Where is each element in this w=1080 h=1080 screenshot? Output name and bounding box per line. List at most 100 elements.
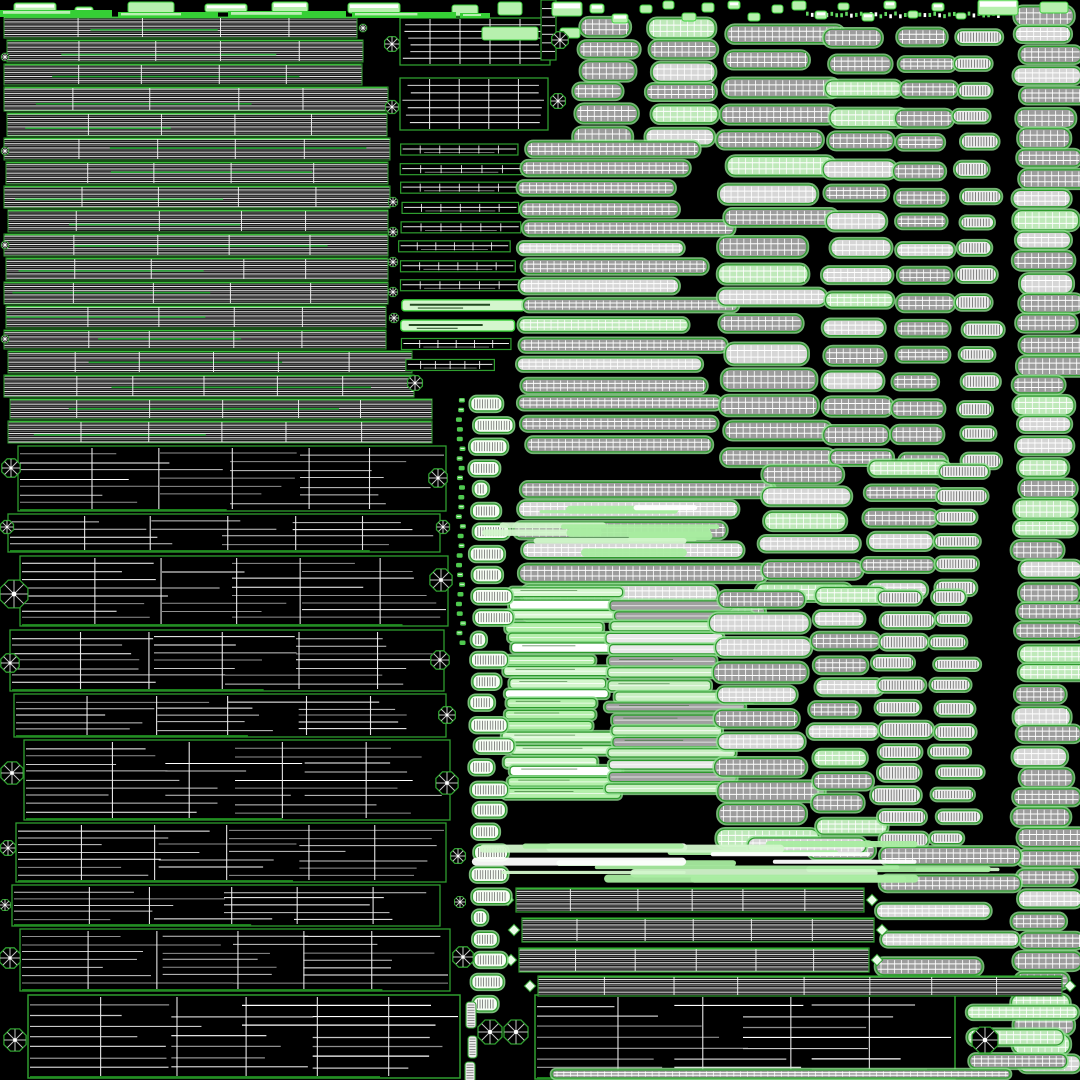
plank-island — [1011, 393, 1077, 418]
plank-island — [722, 207, 841, 228]
plank-island — [959, 187, 1004, 206]
plank-island — [1009, 805, 1073, 829]
plank-island — [894, 292, 957, 314]
star-wheel-island — [551, 31, 569, 49]
plank-island — [960, 320, 1006, 339]
plank-island — [955, 238, 994, 257]
capsule-island — [468, 394, 505, 414]
capsule-island — [469, 630, 489, 649]
fragment-island — [464, 1061, 476, 1080]
grid-block-island — [399, 17, 551, 66]
blob-island — [771, 4, 784, 14]
plank-island — [956, 81, 994, 100]
plank-island — [507, 763, 625, 778]
plank-island — [933, 699, 977, 718]
plank-island — [1017, 271, 1076, 296]
plank-island — [928, 676, 973, 693]
plank-island — [518, 199, 681, 219]
plank-island — [610, 735, 733, 750]
blob-island — [681, 12, 697, 22]
plank-island — [932, 533, 982, 550]
star-wheel-island — [406, 374, 424, 392]
plank-island — [713, 636, 814, 659]
plank-island — [722, 419, 834, 442]
star-wheel-island — [429, 568, 453, 592]
blob-island — [727, 0, 741, 10]
plank-island — [953, 293, 994, 312]
plank-island — [716, 802, 809, 826]
thin-strip-island — [400, 181, 519, 194]
plank-island — [549, 1067, 1013, 1080]
star-wheel-island — [454, 896, 466, 908]
thin-strip-island — [401, 201, 520, 215]
plank-island — [896, 55, 958, 74]
capsule-island — [467, 693, 497, 712]
plank-island — [814, 816, 890, 837]
plank-island — [1017, 766, 1076, 790]
plank-island — [933, 508, 979, 526]
plank-island — [606, 758, 729, 772]
dense-band-island — [3, 374, 415, 398]
star-wheel-island — [0, 146, 10, 156]
plank-island — [762, 510, 849, 533]
star-wheel-island — [0, 579, 29, 609]
plank-island — [505, 775, 614, 789]
blob-island — [791, 0, 807, 11]
plank-island — [1009, 911, 1069, 932]
wide-strip-islands — [501, 887, 1077, 997]
plank-island — [1017, 44, 1080, 66]
plank-island — [964, 1003, 1080, 1022]
dense-band-island — [3, 281, 389, 305]
star-wheel-island — [0, 334, 10, 344]
dense-band-island — [5, 305, 387, 329]
plank-island — [715, 286, 829, 308]
blob-island — [127, 1, 175, 14]
plank-island — [502, 708, 598, 722]
plank-island — [606, 654, 719, 669]
star-wheel-island — [0, 839, 17, 857]
plank-island — [894, 345, 952, 364]
dense-band-island — [7, 350, 413, 374]
plank-island — [1016, 456, 1071, 479]
plank-island — [719, 367, 819, 392]
thin-strip-island — [399, 163, 524, 176]
plank-island — [952, 55, 994, 72]
plank-island — [646, 16, 718, 41]
blob-island — [701, 2, 715, 13]
plank-island — [1017, 292, 1080, 315]
plank-island — [959, 425, 998, 442]
star-wheel-island — [435, 519, 451, 535]
plank-island — [723, 341, 811, 367]
plank-island — [958, 214, 996, 231]
plank-island — [520, 219, 737, 238]
plank-island — [503, 653, 598, 668]
plank-island — [934, 808, 984, 826]
plank-island — [927, 743, 973, 760]
plank-island — [504, 696, 599, 710]
plank-island — [954, 28, 1005, 46]
plank-island — [756, 534, 862, 554]
plank-island — [509, 640, 621, 655]
star-wheel-island — [387, 196, 399, 208]
plank-island — [515, 179, 677, 197]
mid-strip-islands — [398, 143, 526, 372]
wide-strip-island — [523, 975, 1077, 997]
plank-island — [878, 610, 937, 631]
plank-block-island — [19, 555, 449, 627]
plank-island — [1017, 930, 1080, 951]
star-wheel-island — [0, 653, 20, 673]
plank-column-islands — [499, 4, 1080, 1080]
star-wheel-island — [387, 286, 399, 298]
plank-island — [822, 183, 891, 203]
plank-island — [950, 107, 992, 125]
capsule-island — [472, 736, 517, 756]
plank-island — [718, 103, 838, 126]
plank-island — [1017, 477, 1079, 500]
plank-island — [1012, 684, 1068, 705]
dense-band-island — [6, 39, 364, 63]
thin-strip-island — [399, 279, 520, 292]
dense-band-island — [3, 329, 387, 350]
star-wheel-island — [428, 468, 448, 488]
